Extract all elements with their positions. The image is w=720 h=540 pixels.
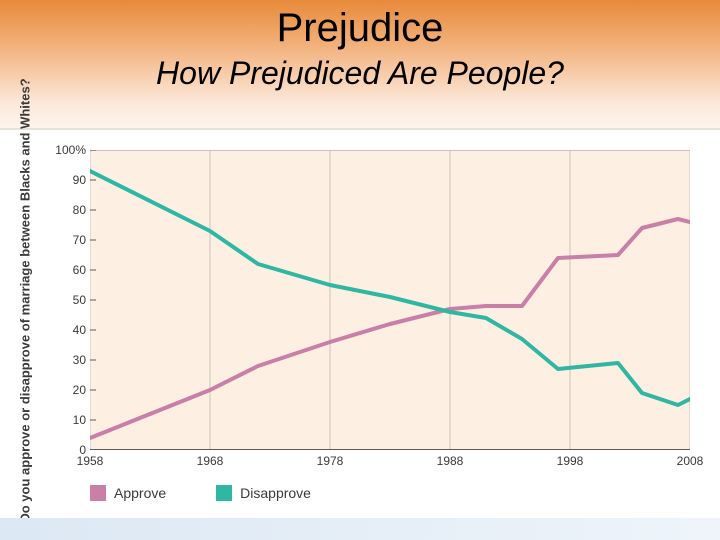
legend-item-disapprove: Disapprove — [216, 485, 311, 501]
x-tick-labels: 195819681978198819982008 — [90, 454, 690, 474]
legend-label: Disapprove — [240, 485, 311, 501]
y-tick: 90 — [46, 173, 86, 187]
page-subtitle: How Prejudiced Are People? — [0, 55, 720, 92]
footer-strip — [0, 518, 720, 540]
legend-label: Approve — [114, 485, 166, 501]
y-tick: 70 — [46, 233, 86, 247]
slide: Prejudice How Prejudiced Are People? Do … — [0, 0, 720, 540]
x-tick: 1968 — [197, 454, 224, 468]
y-axis-label: Do you approve or disapprove of marriage… — [10, 150, 40, 450]
y-tick: 60 — [46, 263, 86, 277]
y-tick: 10 — [46, 413, 86, 427]
y-tick: 20 — [46, 383, 86, 397]
y-tick: 100% — [46, 143, 86, 157]
y-tick: 50 — [46, 293, 86, 307]
plot-svg — [90, 150, 690, 450]
y-tick-labels: 0102030405060708090100% — [48, 150, 88, 450]
legend-item-approve: Approve — [90, 485, 166, 501]
page-title: Prejudice — [0, 6, 720, 51]
chart: Do you approve or disapprove of marriage… — [10, 150, 710, 510]
x-tick: 1988 — [437, 454, 464, 468]
header: Prejudice How Prejudiced Are People? — [0, 0, 720, 130]
x-tick: 1998 — [557, 454, 584, 468]
x-tick: 2008 — [677, 454, 704, 468]
legend: Approve Disapprove — [90, 485, 311, 501]
y-tick: 30 — [46, 353, 86, 367]
plot-area — [90, 150, 690, 450]
y-tick: 40 — [46, 323, 86, 337]
x-tick: 1978 — [317, 454, 344, 468]
legend-swatch — [216, 485, 232, 501]
legend-swatch — [90, 485, 106, 501]
y-tick: 80 — [46, 203, 86, 217]
x-tick: 1958 — [77, 454, 104, 468]
